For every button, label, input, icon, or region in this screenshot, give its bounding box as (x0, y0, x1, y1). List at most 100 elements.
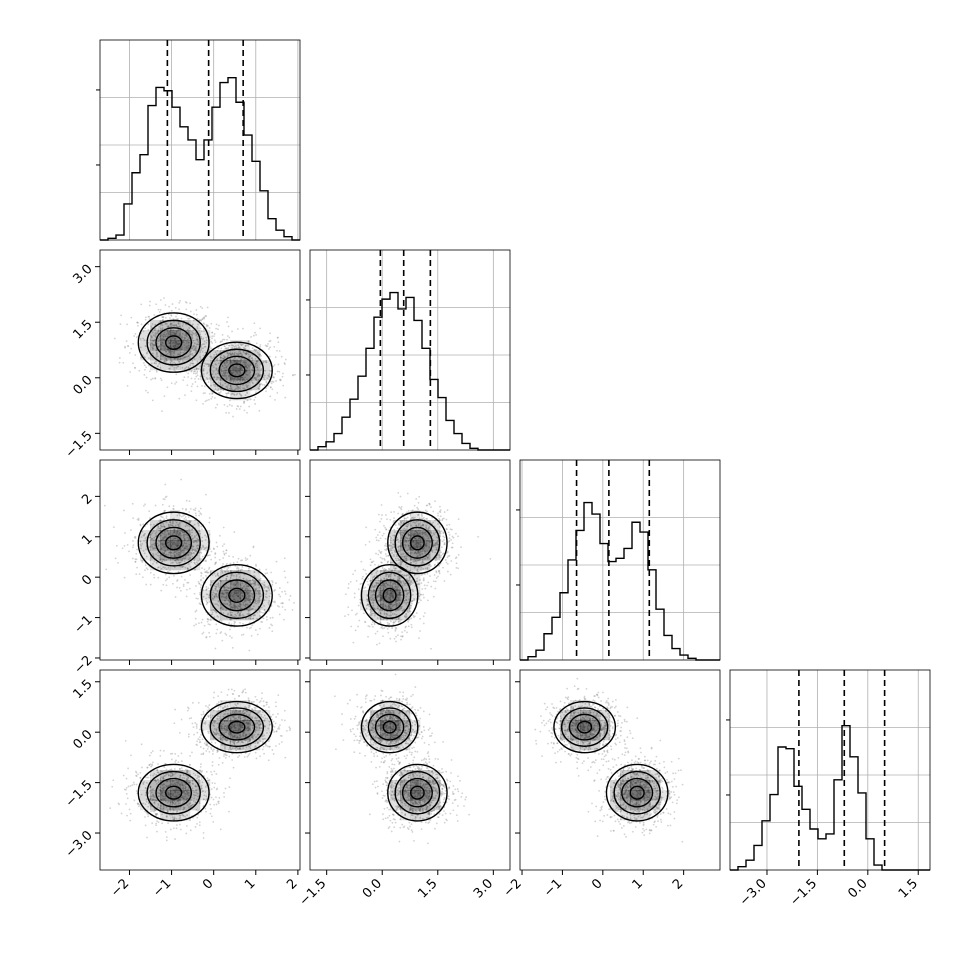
sample-point (225, 634, 228, 636)
sample-point (201, 384, 203, 387)
sample-point (158, 338, 161, 341)
sample-point (193, 370, 195, 373)
sample-point (148, 315, 151, 318)
sample-point (357, 588, 360, 591)
sample-point (395, 640, 397, 643)
sample-point (270, 623, 272, 626)
sample-point (237, 405, 240, 408)
sample-point (202, 343, 205, 345)
sample-point (185, 595, 188, 598)
sample-point (130, 529, 132, 531)
sample-point (175, 381, 178, 384)
sample-point (248, 357, 250, 360)
sample-point (195, 338, 198, 341)
sample-point (266, 345, 269, 348)
sample-point (196, 317, 199, 320)
sample-point (171, 582, 174, 585)
sample-point (241, 354, 243, 357)
sample-point (206, 570, 208, 572)
sample-point (379, 537, 382, 540)
hist-panel-2 (516, 459, 721, 661)
sample-point (252, 382, 254, 385)
sample-point (196, 370, 199, 373)
sample-point (385, 547, 388, 550)
sample-point (192, 319, 195, 322)
sample-point (386, 628, 389, 630)
sample-point (256, 633, 259, 636)
sample-point (350, 625, 353, 628)
sample-point (193, 624, 196, 627)
sample-point (190, 385, 193, 388)
sample-point (127, 345, 130, 348)
sample-point (275, 582, 277, 585)
sample-point (449, 573, 452, 576)
histogram-step (100, 76, 300, 241)
sample-point (223, 404, 226, 406)
sample-point (156, 331, 159, 333)
sample-point (260, 368, 263, 370)
sample-point (186, 588, 188, 591)
sample-point (276, 349, 278, 352)
sample-point (403, 629, 406, 632)
sample-point (386, 561, 389, 564)
sample-point (142, 523, 145, 526)
sample-point (126, 543, 129, 546)
sample-point (448, 523, 451, 526)
sample-point (200, 621, 203, 624)
sample-point (144, 318, 147, 321)
sample-point (153, 573, 155, 576)
sample-point (180, 348, 183, 351)
sample-point (364, 620, 366, 623)
sample-point (237, 346, 240, 349)
sample-point (179, 351, 182, 354)
sample-point (163, 359, 166, 362)
sample-point (434, 580, 437, 583)
sample-point (354, 613, 357, 616)
sample-point (153, 314, 156, 316)
sample-point (242, 633, 245, 636)
sample-point (164, 304, 167, 306)
sample-point (205, 363, 208, 366)
sample-point (272, 381, 275, 383)
sample-point (387, 554, 390, 557)
sample-point (278, 613, 281, 616)
sample-point (221, 545, 224, 547)
scatter-panel-2-1 (305, 459, 511, 665)
sample-point (410, 617, 413, 620)
sample-point (152, 347, 155, 350)
sample-point (178, 308, 181, 311)
sample-point (149, 344, 152, 347)
sample-point (201, 567, 203, 569)
sample-point (232, 380, 235, 382)
sample-point (284, 608, 287, 611)
sample-point (226, 335, 229, 337)
sample-point (240, 358, 243, 361)
sample-point (154, 332, 157, 334)
sample-point (214, 406, 217, 409)
sample-point (233, 531, 236, 533)
sample-point (213, 548, 215, 551)
sample-point (256, 366, 259, 369)
sample-point (202, 322, 205, 325)
sample-point (131, 557, 134, 560)
sample-point (124, 346, 126, 349)
sample-point (407, 509, 410, 512)
sample-point (245, 369, 248, 372)
sample-point (288, 599, 291, 601)
sample-point (434, 500, 436, 503)
sample-point (247, 356, 250, 359)
sample-point (225, 549, 228, 552)
sample-point (158, 311, 161, 313)
sample-point (280, 379, 282, 381)
sample-point (273, 364, 276, 366)
sample-point (418, 637, 420, 640)
sample-point (353, 596, 356, 599)
sample-point (430, 585, 433, 588)
sample-point (200, 586, 202, 589)
sample-point (132, 546, 134, 549)
sample-point (448, 533, 451, 536)
sample-point (380, 504, 383, 506)
sample-point (292, 373, 295, 376)
sample-point (155, 349, 158, 352)
sample-point (206, 324, 209, 327)
